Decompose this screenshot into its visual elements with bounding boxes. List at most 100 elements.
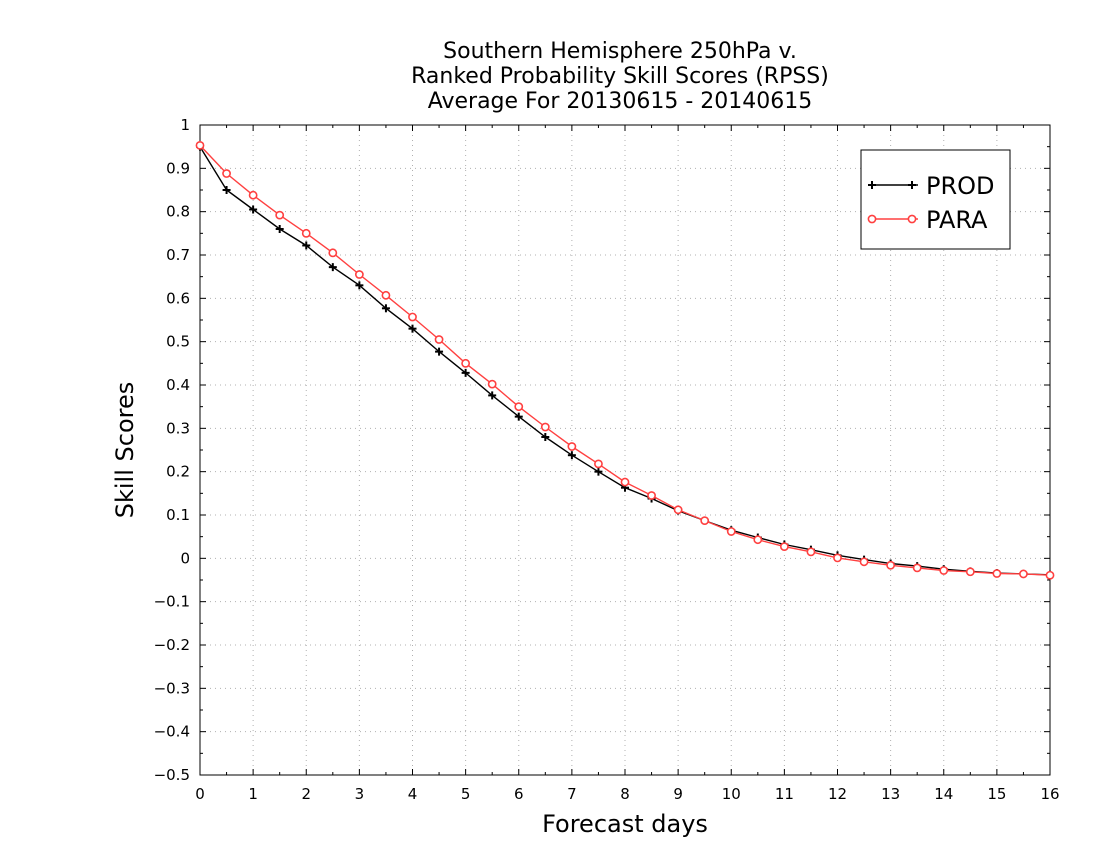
y-axis: 1 0.9 0.8 0.7 0.6 0.5 0.4 0.3 0.2 0.1 0 −0.1 −0.2 −0.… — [154, 116, 1050, 784]
y-tick-label: 0.4 — [166, 376, 190, 394]
y-tick-label: 0.8 — [166, 203, 190, 221]
y-tick-label: −0.5 — [154, 766, 190, 784]
data-point-para — [301, 228, 311, 238]
data-point-para — [620, 477, 630, 487]
y-tick-label: 0 — [180, 549, 190, 567]
legend-marker — [908, 181, 916, 189]
data-point-para — [461, 358, 471, 368]
x-axis: 0 1 2 3 4 5 6 7 8 9 10 11 12 13 14 15 16 — [195, 125, 1060, 803]
legend-label: PARA — [926, 206, 988, 234]
data-point-prod — [567, 451, 576, 460]
data-point-para — [912, 563, 922, 573]
x-tick-label: 16 — [1040, 785, 1059, 803]
y-tick-label: 0.2 — [166, 463, 190, 481]
data-point-para — [647, 491, 656, 500]
data-point-prod — [461, 368, 470, 377]
x-tick-label: 10 — [722, 785, 741, 803]
data-point-para — [195, 140, 205, 150]
data-point-prod — [488, 391, 497, 400]
legend: PROD PARA — [860, 149, 1011, 250]
y-tick-label: 0.7 — [166, 246, 190, 264]
y-tick-label: −0.2 — [154, 636, 190, 654]
y-tick-label: 0.1 — [166, 506, 190, 524]
data-point-para — [939, 566, 949, 575]
data-point-para — [700, 516, 710, 526]
data-point-prod — [222, 186, 231, 194]
data-point-para — [886, 560, 896, 570]
data-point-prod — [514, 412, 523, 421]
x-tick-label: 4 — [408, 785, 418, 803]
data-point-para — [408, 312, 417, 322]
x-tick-label: 12 — [828, 785, 847, 803]
data-point-para — [594, 459, 603, 469]
y-tick-label: −0.4 — [154, 723, 190, 741]
y-tick-label: 0.9 — [166, 159, 190, 177]
legend-item-prod: PROD — [868, 172, 995, 200]
x-tick-label: 11 — [775, 785, 794, 803]
data-point-prod — [381, 304, 390, 313]
x-tick-label: 0 — [195, 785, 205, 803]
y-tick-label: −0.3 — [154, 679, 190, 697]
legend-marker — [907, 214, 917, 224]
data-point-para — [859, 557, 869, 567]
data-point-para — [673, 505, 683, 515]
data-point-para — [992, 569, 1002, 578]
data-point-para — [1019, 569, 1028, 579]
x-tick-label: 6 — [514, 785, 524, 803]
legend-box — [860, 149, 1011, 250]
data-point-para — [514, 402, 524, 412]
data-point-prod — [541, 433, 550, 441]
data-point-para — [726, 527, 736, 536]
data-point-prod — [355, 281, 364, 290]
data-point-para — [487, 379, 497, 389]
data-point-para — [328, 248, 338, 258]
data-point-para — [779, 542, 789, 552]
y-axis-label: Skill Scores — [111, 382, 139, 519]
data-point-prod — [302, 241, 311, 250]
x-tick-label: 3 — [355, 785, 365, 803]
x-tick-label: 1 — [248, 785, 258, 803]
data-point-para — [248, 190, 258, 200]
data-point-para — [1045, 570, 1055, 580]
x-tick-label: 13 — [881, 785, 900, 803]
data-point-prod — [594, 467, 603, 476]
data-point-prod — [328, 263, 337, 272]
data-point-para — [567, 442, 577, 451]
data-point-para — [833, 553, 842, 563]
data-point-prod — [408, 324, 417, 333]
data-point-prod — [249, 205, 258, 214]
legend-item-para: PARA — [867, 206, 988, 234]
data-point-para — [753, 535, 763, 545]
y-tick-label: 0.3 — [166, 419, 190, 437]
legend-marker — [868, 181, 876, 189]
data-point-prod — [275, 225, 284, 233]
y-tick-label: 0.5 — [166, 333, 190, 351]
x-tick-label: 15 — [987, 785, 1006, 803]
y-tick-label: 1 — [180, 116, 190, 134]
y-tick-label: 0.6 — [166, 289, 190, 307]
x-tick-label: 14 — [934, 785, 953, 803]
x-tick-label: 5 — [461, 785, 471, 803]
data-point-para — [806, 547, 816, 557]
data-point-prod — [435, 347, 444, 356]
data-point-para — [275, 210, 285, 220]
title-line-3: Average For 20130615 - 20140615 — [428, 89, 813, 114]
x-tick-label: 8 — [620, 785, 630, 803]
title-line-1: Southern Hemisphere 250hPa v. — [443, 39, 797, 64]
series-para — [195, 140, 1055, 580]
x-tick-label: 2 — [301, 785, 311, 803]
x-axis-label: Forecast days — [542, 810, 708, 838]
data-point-para — [354, 270, 364, 279]
data-point-para — [965, 567, 975, 577]
x-tick-label: 9 — [673, 785, 683, 803]
y-tick-label: −0.1 — [154, 593, 190, 611]
x-tick-label: 7 — [567, 785, 577, 803]
legend-label: PROD — [926, 172, 995, 200]
data-point-para — [434, 335, 444, 344]
data-point-para — [540, 422, 550, 432]
data-point-para — [222, 169, 231, 178]
chart-title: Southern Hemisphere 250hPa v. Ranked Pro… — [411, 39, 829, 114]
data-point-para — [381, 290, 391, 300]
legend-marker — [867, 214, 877, 224]
